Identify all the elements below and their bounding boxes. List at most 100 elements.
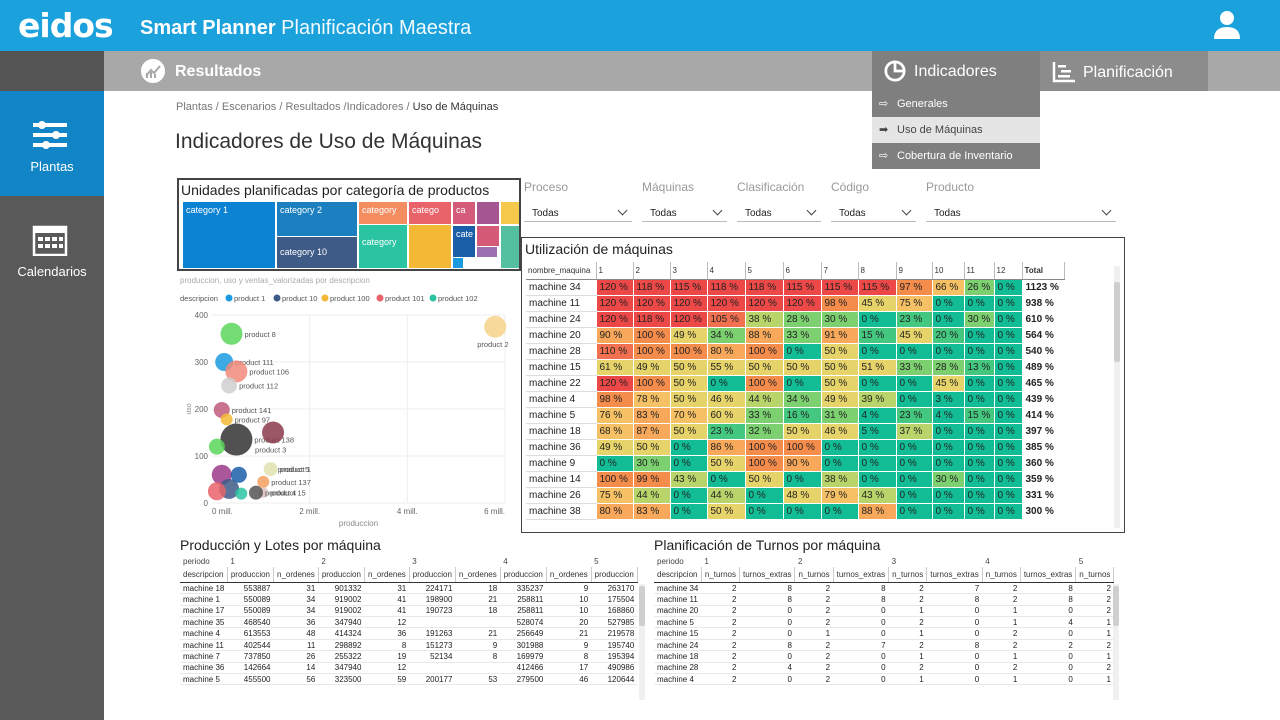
filter-clasificacion-select[interactable]: Todas <box>737 203 821 222</box>
heatmap-row[interactable]: machine 34 120 % 118 % 115 % 118 % 118 % 115 %… <box>526 279 1065 296</box>
table-row[interactable]: machine 36 142664 14 347940 12 412466 17 490986 <box>180 662 638 675</box>
heatmap-column-header[interactable]: 10 <box>932 262 965 280</box>
treemap-cell[interactable]: category 10 <box>277 237 357 268</box>
column-header[interactable]: produccion <box>318 567 365 583</box>
column-header[interactable]: descripcion <box>654 567 702 583</box>
table-row[interactable]: machine 1 550089 34 919002 41 198900 21 258811 1… <box>180 593 638 606</box>
table-row[interactable]: machine 18 2 0 2 0 1 0 1 0 1 <box>654 650 1114 663</box>
column-header[interactable]: descripcion <box>180 567 228 583</box>
menu-item-cobertura[interactable]: ⇨ Cobertura de Inventario <box>872 143 1040 169</box>
table-row[interactable]: machine 28 2 4 2 0 2 0 2 0 2 <box>654 662 1114 675</box>
treemap-cell[interactable] <box>453 258 463 268</box>
treemap-cell[interactable]: cate <box>453 226 475 257</box>
scrollbar-thumb[interactable] <box>639 586 645 626</box>
heatmap-row[interactable]: machine 15 61 % 49 % 50 % 55 % 50 % 50 % 50 % 51… <box>526 359 1065 376</box>
filter-proceso-select[interactable]: Todas <box>524 203 632 222</box>
treemap-cell[interactable] <box>501 226 519 268</box>
treemap-cell[interactable]: category <box>359 225 407 268</box>
sidebar-item-plantas[interactable]: Plantas <box>0 91 104 196</box>
legend-label[interactable]: product 101 <box>385 294 425 303</box>
column-header[interactable]: n_turnos <box>1075 567 1115 583</box>
user-icon[interactable] <box>1213 10 1241 40</box>
scatter-point[interactable] <box>220 413 233 426</box>
scatter-point[interactable] <box>257 475 270 488</box>
filter-producto-select[interactable]: Todas <box>926 203 1116 222</box>
scatter-point[interactable] <box>220 423 253 456</box>
column-header[interactable]: n_turnos <box>701 567 741 583</box>
scrollbar-thumb[interactable] <box>1114 282 1120 362</box>
legend-label[interactable]: product 102 <box>438 294 478 303</box>
filter-codigo-select[interactable]: Todas <box>831 203 916 222</box>
column-header[interactable]: n_turnos <box>982 567 1021 583</box>
scatter-point[interactable] <box>207 482 226 501</box>
treemap-cell[interactable] <box>477 202 499 224</box>
table-row[interactable]: machine 5 455500 56 323500 59 200177 53 279500 4… <box>180 673 638 686</box>
scrollbar-thumb[interactable] <box>1113 586 1119 626</box>
heatmap-column-header[interactable]: 11 <box>964 262 995 280</box>
heatmap-column-header[interactable]: 2 <box>633 262 671 280</box>
menu-item-generales[interactable]: ⇨ Generales <box>872 91 1040 117</box>
column-header[interactable]: n_ordenes <box>455 567 501 583</box>
table-row[interactable]: machine 20 2 0 2 0 1 0 1 0 2 <box>654 605 1114 618</box>
column-header[interactable]: produccion <box>500 567 547 583</box>
column-header[interactable]: produccion <box>227 567 275 583</box>
treemap-cell[interactable]: catego <box>409 202 451 224</box>
column-header[interactable]: n_ordenes <box>546 567 592 583</box>
treemap-cell[interactable]: category <box>359 202 407 224</box>
heatmap-row[interactable]: machine 22 120 % 100 % 50 % 0 % 100 % 0 % 50 % 0… <box>526 375 1065 392</box>
table-row[interactable]: machine 15 2 0 1 0 1 0 2 0 1 <box>654 627 1114 640</box>
heatmap-column-header[interactable]: 3 <box>670 262 708 280</box>
heatmap-row[interactable]: machine 18 68 % 87 % 50 % 23 % 32 % 50 % 46 % 5 … <box>526 423 1065 440</box>
column-header[interactable]: n_turnos <box>888 567 928 583</box>
tab-planificacion[interactable]: Planificación <box>1040 51 1208 91</box>
heatmap-row[interactable]: machine 36 49 % 50 % 0 % 86 % 100 % 100 % 0 % 0 … <box>526 439 1065 456</box>
heatmap-column-header[interactable]: 4 <box>707 262 746 280</box>
heatmap-column-header[interactable]: 8 <box>858 262 897 280</box>
heatmap-scrollbar[interactable] <box>1114 266 1120 528</box>
heatmap-column-header[interactable]: 6 <box>783 262 822 280</box>
column-header[interactable]: turnos_extras <box>739 567 796 583</box>
heatmap-column-header[interactable]: 1 <box>596 262 634 280</box>
table-row[interactable]: machine 18 553887 31 901332 31 224171 18 335237… <box>180 582 638 595</box>
column-header[interactable]: turnos_extras <box>833 567 890 583</box>
scatter-point[interactable] <box>225 360 248 383</box>
scatter-chart[interactable]: produccion, uso y ventas_valorizadas por… <box>177 272 521 532</box>
column-header[interactable]: n_ordenes <box>273 567 319 583</box>
heatmap-row[interactable]: machine 26 75 % 44 % 0 % 44 % 0 % 48 % 79 % 43 %… <box>526 487 1065 504</box>
scatter-point[interactable] <box>235 487 248 500</box>
heatmap-row[interactable]: machine 38 80 % 83 % 0 % 50 % 0 % 0 % 0 % 88 % 0 … <box>526 503 1065 520</box>
heatmap-column-header[interactable]: nombre_maquina <box>526 262 597 280</box>
heatmap-row[interactable]: machine 5 76 % 83 % 70 % 60 % 33 % 16 % 31 % 4 %… <box>526 407 1065 424</box>
tab-indicadores[interactable]: Indicadores <box>872 51 1040 91</box>
heatmap-row[interactable]: machine 20 90 % 100 % 49 % 34 % 88 % 33 % 91 % 1… <box>526 327 1065 344</box>
legend-label[interactable]: product 1 <box>234 294 265 303</box>
heatmap-column-header[interactable]: 9 <box>896 262 933 280</box>
scatter-point[interactable] <box>484 315 507 338</box>
column-header[interactable]: n_ordenes <box>364 567 410 583</box>
scatter-point[interactable] <box>248 485 263 500</box>
heatmap-row[interactable]: machine 14 100 % 99 % 43 % 0 % 50 % 0 % 38 % 0 %… <box>526 471 1065 488</box>
scatter-point[interactable] <box>263 462 278 477</box>
table-row[interactable]: machine 24 2 8 2 7 2 8 2 2 2 <box>654 639 1114 652</box>
table-row[interactable]: machine 7 737850 26 255322 19 52134 8 169979 8 19… <box>180 650 638 663</box>
sidebar-item-calendarios[interactable]: Calendarios <box>0 196 104 301</box>
column-header[interactable]: produccion <box>409 567 456 583</box>
eidos-logo[interactable]: eidos <box>18 6 114 45</box>
column-header[interactable]: turnos_extras <box>1020 567 1077 583</box>
filter-maquinas-select[interactable]: Todas <box>642 203 727 222</box>
heatmap-row[interactable]: machine 4 98 % 78 % 50 % 46 % 44 % 34 % 49 % 39 … <box>526 391 1065 408</box>
heatmap-column-header[interactable]: Total <box>1022 262 1065 280</box>
column-header[interactable]: produccion <box>591 567 638 583</box>
produccion-scrollbar[interactable] <box>639 584 645 700</box>
treemap-cell[interactable] <box>501 202 519 224</box>
heatmap-row[interactable]: machine 11 120 % 120 % 120 % 120 % 120 % 120 %… <box>526 295 1065 312</box>
heatmap-column-header[interactable]: 12 <box>994 262 1023 280</box>
column-header[interactable]: n_turnos <box>794 567 834 583</box>
table-row[interactable]: machine 34 2 8 2 8 2 7 2 8 2 <box>654 582 1114 595</box>
scatter-point[interactable] <box>230 466 247 483</box>
table-row[interactable]: machine 4 613553 48 414324 36 191263 21 256649 2… <box>180 627 638 640</box>
table-row[interactable]: machine 17 550089 34 919002 41 190723 18 258811… <box>180 605 638 618</box>
